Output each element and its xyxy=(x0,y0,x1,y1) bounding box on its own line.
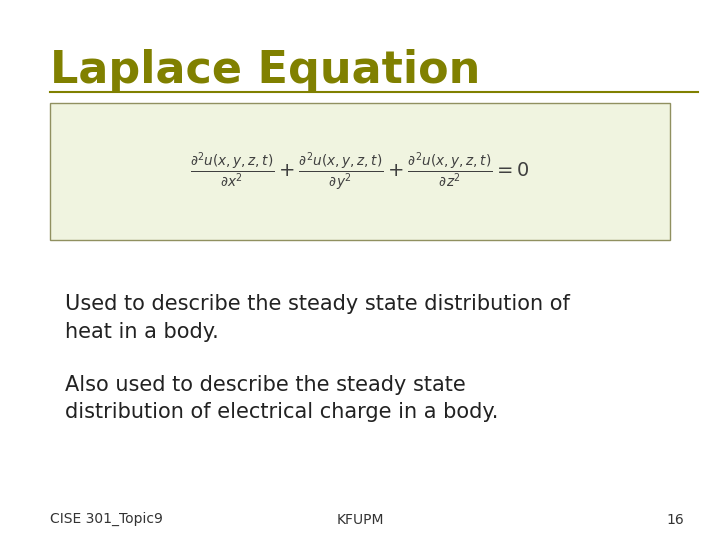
Text: 16: 16 xyxy=(666,512,684,526)
FancyBboxPatch shape xyxy=(50,103,670,240)
Text: Laplace Equation: Laplace Equation xyxy=(50,49,481,92)
Text: Used to describe the steady state distribution of
heat in a body.: Used to describe the steady state distri… xyxy=(65,294,570,341)
Text: $\frac{\partial^2 u(x,y,z,t)}{\partial x^2} + \frac{\partial^2 u(x,y,z,t)}{\part: $\frac{\partial^2 u(x,y,z,t)}{\partial x… xyxy=(190,150,530,193)
Text: Also used to describe the steady state
distribution of electrical charge in a bo: Also used to describe the steady state d… xyxy=(65,375,498,422)
Text: KFUPM: KFUPM xyxy=(336,512,384,526)
Text: CISE 301_Topic9: CISE 301_Topic9 xyxy=(50,512,163,526)
